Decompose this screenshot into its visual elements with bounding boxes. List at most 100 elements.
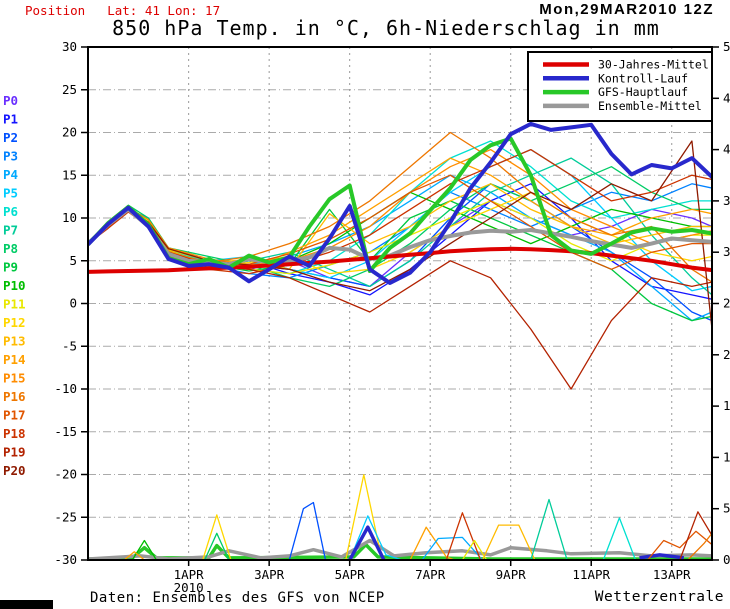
member-label-P12: P12 bbox=[3, 315, 26, 330]
member-label-P18: P18 bbox=[3, 426, 26, 441]
member-label-P19: P19 bbox=[3, 445, 26, 460]
run-datetime: Mon,29MAR2010 12Z bbox=[539, 1, 714, 18]
x-tick-label: 1APR bbox=[174, 567, 205, 582]
member-label-column: P0 P1 P2 P3 P4 P5 P6 P7 P8 P9 P10 P11 P12 P13 P14 P15 P1… bbox=[3, 93, 26, 478]
member-label-P2: P2 bbox=[3, 130, 18, 145]
precip-P12-line bbox=[202, 514, 232, 560]
precip-P12-line bbox=[345, 474, 383, 560]
x-tick-label: 7APR bbox=[415, 567, 446, 582]
precip-P19-line bbox=[679, 511, 712, 560]
left-tick-label: 5 bbox=[69, 253, 77, 268]
member-label-P15: P15 bbox=[3, 371, 26, 386]
right-tick-label: 10 bbox=[723, 449, 730, 464]
left-tick-label: 25 bbox=[62, 82, 77, 97]
precip-Kontroll-Lauf-line bbox=[639, 553, 685, 560]
series-lines bbox=[88, 121, 712, 560]
right-tick-label: 0 bbox=[723, 552, 730, 567]
left-tick-label: 30 bbox=[62, 39, 77, 54]
chart-title: 850 hPa Temp. in °C, 6h-Niederschlag in … bbox=[112, 16, 660, 40]
member-label-P20: P20 bbox=[3, 463, 26, 478]
left-tick-label: -20 bbox=[54, 467, 77, 482]
member-label-P6: P6 bbox=[3, 204, 18, 219]
left-tick-label: -5 bbox=[62, 338, 77, 353]
left-tick-label: -30 bbox=[54, 552, 77, 567]
right-axis: 50454035302520151050 bbox=[712, 39, 730, 567]
member-label-P11: P11 bbox=[3, 297, 26, 312]
right-tick-label: 35 bbox=[723, 193, 730, 208]
member-label-P9: P9 bbox=[3, 260, 18, 275]
member-label-P13: P13 bbox=[3, 334, 26, 349]
x-tick-label: 5APR bbox=[335, 567, 366, 582]
left-tick-label: 0 bbox=[69, 296, 77, 311]
precip-P18-line bbox=[445, 512, 482, 560]
member-P11-line bbox=[88, 200, 712, 275]
x-tick-label: 11APR bbox=[572, 567, 610, 582]
x-tick-label: 9APR bbox=[496, 567, 527, 582]
position-line: Position Lat: 41 Lon: 17 bbox=[25, 3, 220, 18]
member-P0-line bbox=[88, 200, 712, 288]
precip-P16-line bbox=[687, 532, 712, 560]
position-value: Lat: 41 Lon: 17 bbox=[107, 3, 221, 18]
watermark-bar bbox=[0, 600, 53, 609]
right-tick-label: 15 bbox=[723, 398, 730, 413]
precip-P11-line bbox=[461, 539, 488, 560]
gridlines bbox=[88, 47, 712, 560]
precip-P2-line bbox=[288, 501, 327, 560]
left-tick-label: -15 bbox=[54, 424, 77, 439]
right-tick-label: 20 bbox=[723, 347, 730, 362]
legend: 30-Jahres-MittelKontroll-LaufGFS-Hauptla… bbox=[527, 51, 713, 122]
precip-P7-line bbox=[530, 498, 568, 560]
right-tick-label: 30 bbox=[723, 244, 730, 259]
precip-P6-line bbox=[602, 517, 637, 560]
left-tick-label: 15 bbox=[62, 167, 77, 182]
series-hauptlauf-line bbox=[88, 136, 712, 273]
legend-label-mean30: 30-Jahres-Mittel bbox=[598, 58, 709, 72]
left-tick-label: 20 bbox=[62, 125, 77, 140]
member-label-P7: P7 bbox=[3, 223, 18, 238]
precip-P5-line bbox=[349, 515, 403, 560]
precip-P17-line bbox=[647, 530, 712, 560]
legend-label-ensemble_mittel: Ensemble-Mittel bbox=[598, 99, 702, 113]
x-tick-label: 3APR bbox=[254, 567, 285, 582]
member-P15-line bbox=[88, 148, 712, 266]
x-tick-label: 13APR bbox=[653, 567, 691, 582]
precip-P8-line bbox=[204, 532, 230, 560]
brand-watermark: Wetterzentrale bbox=[594, 589, 724, 605]
right-tick-label: 40 bbox=[723, 142, 730, 157]
precip-Kontroll-Lauf-line bbox=[348, 525, 386, 560]
member-P19-line bbox=[88, 208, 712, 390]
left-axis: 30 25 20 15 10 5 0 -5 -10 -15 -20 -25 -30 bbox=[54, 39, 88, 567]
member-label-P5: P5 bbox=[3, 186, 18, 201]
member-P4-line bbox=[88, 174, 712, 322]
member-label-P1: P1 bbox=[3, 112, 18, 127]
series-kontroll-line bbox=[88, 121, 712, 285]
legend-label-kontroll: Kontroll-Lauf bbox=[598, 71, 688, 85]
right-tick-label: 25 bbox=[723, 296, 730, 311]
left-tick-label: -10 bbox=[54, 381, 77, 396]
x-tick-sublabel: 2010 bbox=[174, 580, 204, 595]
member-label-P16: P16 bbox=[3, 389, 26, 404]
footer-source: Daten: Ensembles des GFS von NCEP bbox=[90, 590, 385, 606]
series-mean30-line bbox=[88, 246, 712, 274]
position-label: Position bbox=[25, 3, 86, 18]
right-tick-label: 50 bbox=[723, 39, 730, 54]
member-label-P17: P17 bbox=[3, 408, 26, 423]
precip-P14-line bbox=[123, 551, 145, 560]
precip-P4-line bbox=[421, 536, 483, 560]
member-label-P14: P14 bbox=[3, 352, 26, 367]
right-tick-label: 45 bbox=[723, 90, 730, 105]
left-tick-label: 10 bbox=[62, 210, 77, 225]
member-label-P4: P4 bbox=[3, 167, 18, 182]
member-label-P0: P0 bbox=[3, 93, 18, 108]
legend-label-hauptlauf: GFS-Hauptlauf bbox=[598, 85, 688, 99]
precip-P13-line bbox=[481, 524, 536, 560]
precip-Ensemble-Mittel-line bbox=[88, 538, 712, 560]
left-tick-label: -25 bbox=[54, 509, 77, 524]
member-label-P10: P10 bbox=[3, 278, 26, 293]
right-tick-label: 5 bbox=[723, 501, 730, 516]
member-label-P3: P3 bbox=[3, 149, 18, 164]
member-label-P8: P8 bbox=[3, 241, 18, 256]
